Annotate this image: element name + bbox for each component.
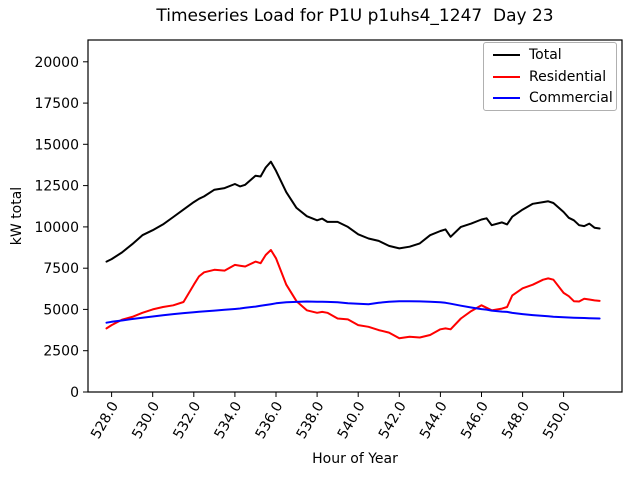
- axes-frame: [87, 39, 623, 393]
- y-axis-label: kW total: [9, 186, 25, 246]
- svg-text:530.0: 530.0: [129, 399, 163, 442]
- svg-text:10000: 10000: [34, 220, 79, 236]
- legend-label-residential: Residential: [529, 68, 607, 85]
- total-line-swatch: [493, 54, 520, 56]
- svg-text:17500: 17500: [34, 96, 79, 112]
- svg-text:544.0: 544.0: [417, 399, 451, 442]
- svg-text:542.0: 542.0: [376, 399, 410, 442]
- svg-text:7500: 7500: [43, 261, 79, 277]
- svg-text:538.0: 538.0: [294, 399, 328, 442]
- y-axis-ticks: 0 2500 5000 7500 10000 12500 15000 17500 20000: [34, 55, 88, 401]
- residential-line-swatch: [493, 75, 520, 78]
- svg-text:20000: 20000: [34, 55, 79, 71]
- series-line-total: [105, 160, 601, 263]
- svg-text:2500: 2500: [43, 344, 79, 360]
- legend: Total Residential Commercial: [483, 42, 617, 111]
- svg-text:528.0: 528.0: [88, 399, 122, 442]
- chart-title: Timeseries Load for P1U p1uhs4_1247 Day …: [156, 6, 554, 26]
- x-axis-ticks: 528.0 530.0 532.0 534.0 536.0 538.0 540.0 542.0…: [88, 392, 574, 442]
- legend-entry-commercial: Commercial: [493, 91, 613, 105]
- svg-text:550.0: 550.0: [540, 399, 574, 442]
- series-line-commercial: [105, 300, 601, 324]
- svg-text:532.0: 532.0: [170, 399, 204, 442]
- svg-text:12500: 12500: [34, 179, 79, 195]
- series-lines: [105, 160, 601, 340]
- svg-text:5000: 5000: [43, 302, 79, 318]
- svg-text:540.0: 540.0: [335, 399, 369, 442]
- x-axis-label: Hour of Year: [312, 451, 398, 467]
- svg-text:15000: 15000: [34, 137, 79, 153]
- commercial-line-swatch: [493, 97, 520, 99]
- svg-text:546.0: 546.0: [458, 399, 492, 442]
- svg-text:536.0: 536.0: [253, 399, 287, 442]
- svg-text:548.0: 548.0: [499, 399, 533, 442]
- legend-entry-residential: Residential: [493, 70, 607, 84]
- series-line-residential: [105, 249, 601, 340]
- svg-text:534.0: 534.0: [211, 399, 245, 442]
- legend-entry-total: Total: [493, 48, 607, 62]
- legend-label-commercial: Commercial: [529, 90, 613, 106]
- legend-label-total: Total: [529, 47, 562, 63]
- svg-text:0: 0: [70, 385, 79, 401]
